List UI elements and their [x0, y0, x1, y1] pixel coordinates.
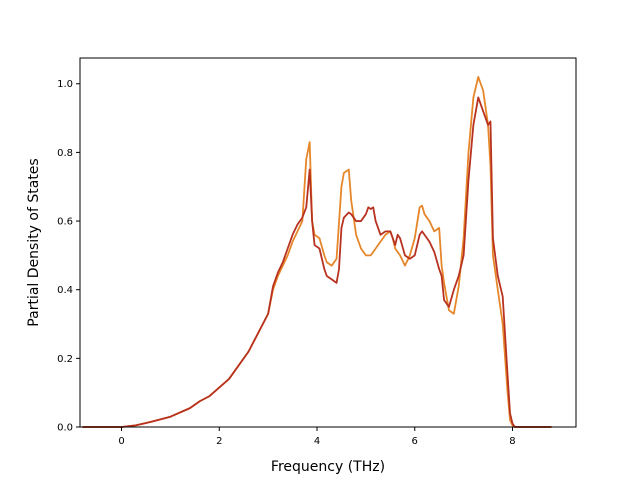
series-line-2 — [82, 96, 552, 428]
x-tick-label: 6 — [412, 436, 418, 447]
y-axis-label: Partial Density of States — [26, 158, 42, 326]
y-tick-label: 1.0 — [57, 79, 73, 90]
y-tick-label: 0.0 — [57, 423, 73, 434]
series-line-1 — [82, 75, 552, 428]
y-tick-label: 0.8 — [57, 148, 73, 159]
x-tick-label: 2 — [216, 436, 222, 447]
axes-frame — [79, 57, 577, 428]
x-axis-ticks: 0 2 4 6 8 — [118, 427, 516, 447]
x-tick-label: 0 — [118, 436, 124, 447]
y-tick-label: 0.4 — [57, 285, 73, 296]
x-axis-label: Frequency (THz) — [271, 459, 385, 475]
y-tick-label: 0.2 — [57, 354, 73, 365]
y-tick-label: 0.6 — [57, 217, 73, 228]
x-tick-label: 8 — [509, 436, 515, 447]
series-layer — [82, 75, 552, 428]
x-tick-label: 4 — [314, 436, 320, 447]
y-axis-ticks: 0.0 0.2 0.4 0.6 0.8 1.0 — [57, 79, 80, 434]
